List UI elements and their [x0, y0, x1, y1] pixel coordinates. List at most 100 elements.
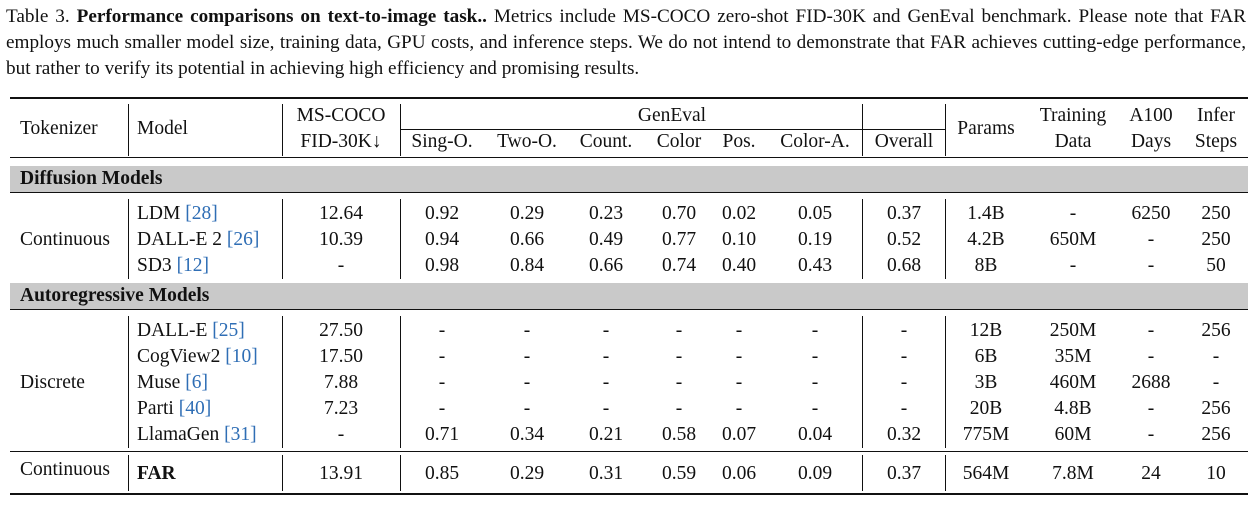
data-cell: - — [900, 346, 908, 367]
data-cell: 0.84 — [509, 255, 545, 276]
data-cell: - — [438, 372, 446, 393]
data-cell: 250M — [1049, 320, 1097, 341]
data-cell: 0.92 — [424, 203, 460, 224]
header-cell: FID-30K↓ — [300, 131, 382, 152]
section-title: Autoregressive Models — [20, 285, 210, 306]
data-cell: 0.19 — [797, 229, 833, 250]
data-cell: 0.02 — [721, 203, 757, 224]
data-cell: 256 — [1201, 398, 1231, 419]
data-cell: 0.29 — [509, 463, 545, 484]
tokenizer-cell: Discrete — [20, 372, 85, 393]
data-cell: 13.91 — [319, 463, 363, 484]
data-cell: 0.05 — [797, 203, 833, 224]
citation[interactable]: [25] — [212, 320, 245, 341]
rule — [400, 129, 945, 130]
data-cell: - — [811, 320, 819, 341]
data-cell: - — [735, 372, 743, 393]
citation[interactable]: [31] — [224, 424, 257, 445]
citation[interactable]: [26] — [226, 229, 260, 250]
data-cell: - — [337, 424, 345, 445]
data-cell: - — [1069, 255, 1077, 276]
data-cell: - — [900, 372, 908, 393]
data-cell: - — [1147, 320, 1155, 341]
data-cell: 650M — [1049, 229, 1097, 250]
model-cell: LDM [28] — [137, 203, 218, 224]
tokenizer-cell: Continuous — [20, 229, 110, 250]
model-cell: SD3 [12] — [137, 255, 210, 276]
data-cell: 17.50 — [319, 346, 363, 367]
data-cell: 0.40 — [721, 255, 757, 276]
data-cell: 0.04 — [797, 424, 833, 445]
caption-text: Metrics include MS-COCO zero-shot FID-30… — [6, 6, 1247, 79]
header-cell: Color-A. — [780, 131, 850, 152]
header-cell: Tokenizer — [20, 118, 98, 139]
header-cell: Steps — [1194, 131, 1238, 152]
data-cell: 0.68 — [886, 255, 922, 276]
citation[interactable]: [40] — [178, 398, 212, 419]
header-cell: Count. — [579, 131, 633, 152]
data-cell: 250 — [1201, 229, 1231, 250]
header-cell: Days — [1130, 131, 1172, 152]
citation[interactable]: [6] — [185, 372, 208, 393]
data-cell: 460M — [1049, 372, 1097, 393]
data-cell: - — [675, 398, 683, 419]
data-cell: - — [523, 372, 531, 393]
model-cell: DALL-E [25] — [137, 320, 245, 341]
data-cell: - — [811, 372, 819, 393]
data-cell: - — [900, 320, 908, 341]
data-cell: 4.8B — [1054, 398, 1092, 419]
data-cell: 0.66 — [509, 229, 545, 250]
data-cell: - — [523, 398, 531, 419]
data-cell: 0.31 — [588, 463, 624, 484]
data-cell: - — [438, 320, 446, 341]
citation[interactable]: [12] — [176, 255, 210, 276]
data-cell: 0.07 — [721, 424, 757, 445]
header-cell: MS-COCO — [296, 105, 386, 126]
data-cell: 10.39 — [319, 229, 363, 250]
data-cell: 50 — [1206, 255, 1226, 276]
data-cell: 8B — [974, 255, 998, 276]
rule — [10, 157, 1248, 158]
data-cell: 0.66 — [588, 255, 624, 276]
data-cell: 0.23 — [588, 203, 624, 224]
column-rule — [862, 104, 863, 156]
data-cell: - — [523, 346, 531, 367]
header-cell: Sing-O. — [411, 131, 473, 152]
model-cell: Muse [6] — [137, 372, 208, 393]
data-cell: 0.94 — [424, 229, 460, 250]
rule — [10, 451, 1248, 452]
header-cell: Infer — [1197, 105, 1235, 126]
data-cell: - — [602, 398, 610, 419]
header-cell: Params — [957, 118, 1015, 139]
column-rule — [400, 455, 401, 491]
citation[interactable]: [10] — [225, 346, 258, 367]
data-cell: - — [675, 346, 683, 367]
data-cell: - — [675, 372, 683, 393]
header-cell: GenEval — [637, 105, 707, 126]
column-rule — [945, 104, 946, 156]
data-cell: 27.50 — [319, 320, 363, 341]
data-cell: 24 — [1141, 463, 1161, 484]
data-cell: 0.70 — [661, 203, 697, 224]
column-rule — [945, 316, 946, 448]
data-cell: 1.4B — [967, 203, 1005, 224]
data-cell: 256 — [1201, 424, 1231, 445]
column-rule — [862, 316, 863, 448]
model-cell: CogView2 [10] — [137, 346, 258, 367]
data-cell: 0.32 — [886, 424, 922, 445]
data-cell: - — [735, 346, 743, 367]
caption-label: Table 3. — [6, 6, 70, 27]
data-cell: 7.88 — [323, 372, 359, 393]
data-cell: - — [1212, 346, 1220, 367]
data-cell: 60M — [1054, 424, 1092, 445]
data-cell: 0.98 — [424, 255, 460, 276]
citation[interactable]: [28] — [185, 203, 218, 224]
data-cell: - — [811, 398, 819, 419]
data-cell: 3B — [974, 372, 998, 393]
data-cell: 564M — [962, 463, 1010, 484]
data-cell: 12.64 — [319, 203, 363, 224]
data-cell: 35M — [1054, 346, 1092, 367]
data-cell: 0.77 — [661, 229, 697, 250]
caption-title: Performance comparisons on text-to-image… — [76, 6, 487, 27]
